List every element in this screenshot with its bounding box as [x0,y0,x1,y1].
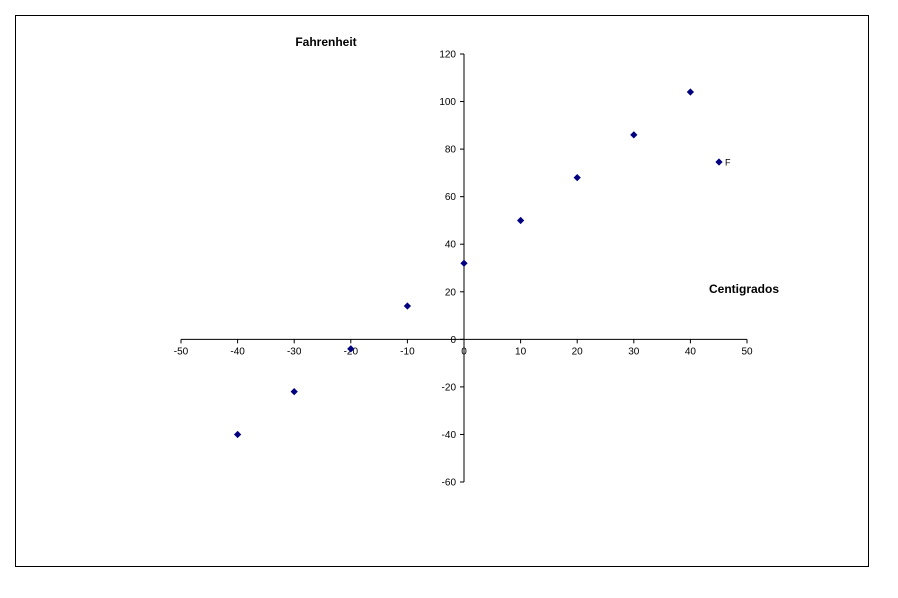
data-point [403,302,412,310]
chart-frame: -50-40-30-20-1001020304050-60-40-2002040… [15,15,869,567]
x-tick-label: 10 [515,346,527,357]
data-point [573,174,581,182]
y-tick-label: -20 [442,382,457,393]
y-tick-label: 60 [445,192,457,203]
x-tick-label: 50 [741,346,753,357]
y-tick-label: 0 [450,335,456,346]
legend-marker [715,158,723,166]
y-tick-label: 80 [445,145,457,156]
legend-label: F [725,158,731,168]
x-tick-label: -30 [287,346,302,357]
y-tick-label: 40 [445,240,457,251]
y-tick-label: 120 [439,50,456,61]
x-tick-label: 0 [461,346,467,357]
y-tick-label: -60 [442,478,457,489]
data-point [686,88,695,96]
y-tick-label: -40 [442,430,457,441]
data-point [630,131,638,139]
y-tick-label: 20 [445,287,457,298]
data-point [460,259,468,267]
x-tick-label: 20 [572,346,584,357]
x-tick-label: -10 [400,346,415,357]
data-point [347,345,355,353]
x-tick-label: -50 [174,346,189,357]
x-tick-label: 30 [628,346,640,357]
x-axis-title: Centigrados [709,282,779,296]
y-tick-label: 100 [439,97,456,108]
scatter-plot: -50-40-30-20-1001020304050-60-40-2002040… [174,35,780,489]
x-tick-label: -40 [230,346,245,357]
data-point [516,216,525,225]
data-point [290,388,298,396]
y-axis-title: Fahrenheit [295,35,356,49]
x-tick-label: 40 [685,346,697,357]
data-point [233,430,242,439]
